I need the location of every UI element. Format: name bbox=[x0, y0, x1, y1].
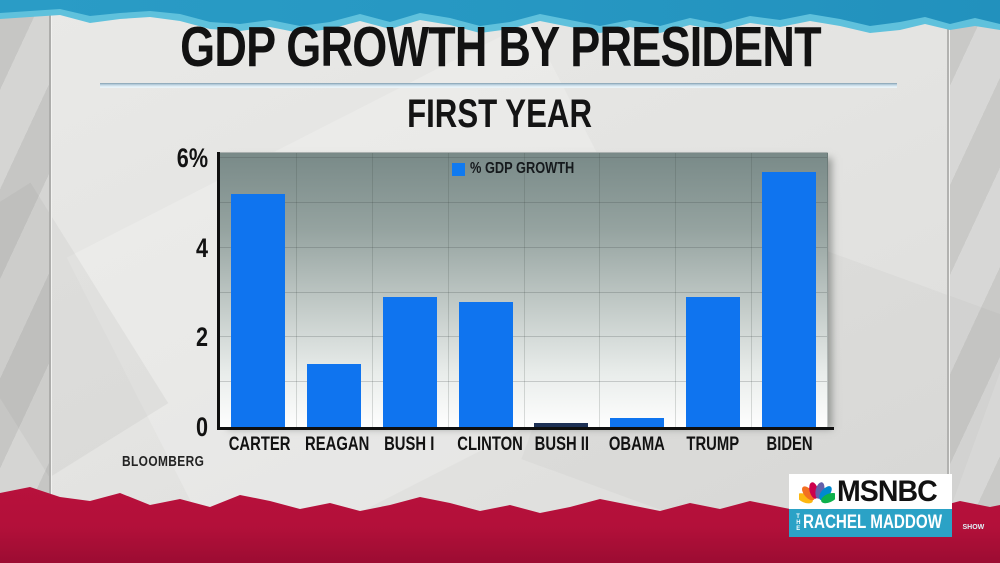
bar-biden bbox=[762, 171, 817, 427]
y-axis-tick-4: 4 bbox=[195, 232, 208, 263]
plot-area: % GDP GROWTH CARTER REAGAN BUSH I CLINTON BU… bbox=[177, 143, 834, 454]
gridline-horizontal-6 bbox=[220, 157, 827, 159]
gridline-horizontal-4 bbox=[220, 246, 827, 248]
gridline-horizontal-5 bbox=[220, 202, 827, 203]
x-axis-label-bush-i: BUSH I bbox=[384, 434, 435, 455]
bar-reagan bbox=[306, 364, 361, 427]
network-bug: MSNBC THE RACHEL MADDOW SHOW bbox=[789, 474, 984, 537]
x-axis-label-carter: CARTER bbox=[228, 434, 291, 455]
show-suffix: SHOW bbox=[962, 523, 985, 531]
legend-swatch-icon bbox=[452, 162, 465, 176]
y-axis-tick-6: 6% bbox=[176, 143, 208, 174]
y-axis-tick-2: 2 bbox=[195, 322, 208, 353]
gridline-vertical-2 bbox=[371, 153, 373, 427]
bar-trump bbox=[686, 297, 741, 427]
bar-carter bbox=[230, 194, 285, 427]
paper-fold-left bbox=[49, 0, 51, 563]
chart-legend: % GDP GROWTH bbox=[452, 161, 600, 177]
y-axis-line bbox=[217, 152, 220, 430]
gridline-vertical-5 bbox=[599, 153, 601, 427]
show-name: RACHEL MADDOW bbox=[802, 512, 942, 533]
background-right-margin bbox=[948, 0, 1000, 563]
show-article: THE bbox=[796, 513, 801, 532]
paper-fold-right bbox=[947, 0, 949, 563]
gridline-vertical-3 bbox=[447, 153, 449, 427]
legend-label: % GDP GROWTH bbox=[470, 160, 575, 177]
page-title: GDP GROWTH BY PRESIDENT bbox=[179, 15, 821, 79]
source-attribution: BLOOMBERG bbox=[122, 454, 205, 470]
gridline-horizontal-3 bbox=[220, 291, 827, 293]
rachel-maddow-show-banner: THE RACHEL MADDOW SHOW bbox=[789, 509, 984, 537]
x-axis-label-clinton: CLINTON bbox=[456, 434, 523, 455]
gridline-horizontal-2 bbox=[220, 336, 827, 338]
bar-bush-i bbox=[382, 297, 437, 427]
x-axis-label-biden: BIDEN bbox=[766, 434, 813, 455]
background-left-margin bbox=[0, 0, 50, 563]
msnbc-logo: MSNBC bbox=[789, 474, 952, 509]
x-axis-label-bush-ii: BUSH II bbox=[534, 434, 589, 455]
gridline-vertical-1 bbox=[295, 153, 297, 427]
peacock-icon bbox=[799, 481, 835, 503]
bar-bush-ii bbox=[534, 422, 589, 427]
title-divider bbox=[100, 83, 897, 88]
x-axis-line bbox=[217, 427, 834, 430]
gridline-horizontal-1 bbox=[220, 381, 827, 383]
bar-clinton bbox=[458, 301, 513, 427]
x-axis-label-reagan: REAGAN bbox=[304, 434, 370, 455]
gridline-vertical-7 bbox=[751, 153, 753, 427]
page-subtitle: FIRST YEAR bbox=[407, 92, 593, 136]
bar-obama bbox=[610, 418, 665, 427]
msnbc-wordmark: MSNBC bbox=[837, 474, 938, 508]
gridline-vertical-6 bbox=[675, 153, 677, 427]
y-axis-tick-0: 0 bbox=[195, 412, 208, 442]
x-axis-label-obama: OBAMA bbox=[609, 434, 666, 455]
x-axis-label-trump: TRUMP bbox=[686, 434, 740, 455]
gridline-vertical-4 bbox=[523, 153, 525, 427]
